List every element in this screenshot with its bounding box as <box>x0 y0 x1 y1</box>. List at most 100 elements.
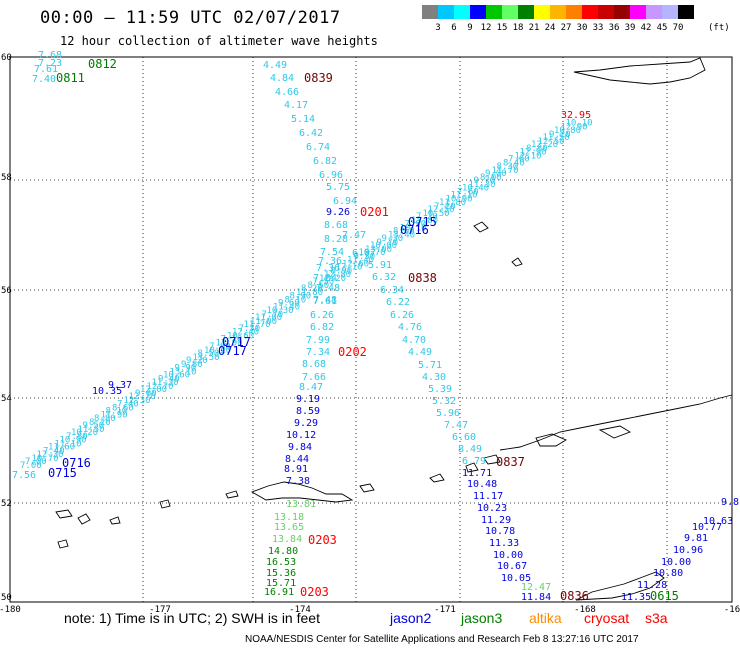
swh-value: 7.00 <box>25 457 47 467</box>
swh-value: 15.71 <box>266 578 296 589</box>
color-swatch <box>566 5 582 19</box>
swh-value: 6.96 <box>319 170 343 181</box>
coastline <box>473 221 489 233</box>
color-swatch <box>486 5 502 19</box>
swh-value: 8.59 <box>296 406 320 417</box>
swh-value: 10.12 <box>286 430 316 441</box>
map-frame <box>9 56 733 603</box>
coastline <box>573 57 706 85</box>
color-swatch <box>454 5 470 19</box>
swh-value: 7.47 <box>444 420 468 431</box>
time-stamp: 0203 <box>300 585 329 599</box>
color-swatch <box>534 5 550 19</box>
latitude-label: 54 <box>1 394 12 404</box>
swh-value: 10.80 <box>554 126 581 136</box>
time-stamp: 0717 <box>218 344 247 358</box>
swh-value: 9.19 <box>296 394 320 405</box>
color-scale-label: 39 <box>624 23 636 33</box>
color-swatch <box>678 5 694 19</box>
swh-max-value: 32.95 <box>561 110 591 121</box>
time-stamp: 0202 <box>338 345 367 359</box>
swh-value: 6.82 <box>310 322 334 333</box>
swh-value: 11.70 <box>492 166 519 176</box>
coastline <box>465 462 479 473</box>
coastline <box>499 394 733 451</box>
legend-altika: altika <box>529 610 562 626</box>
swh-value: 10.10 <box>400 223 427 233</box>
swh-value: 10.50 <box>423 209 450 219</box>
swh-value: 10.00 <box>661 557 691 568</box>
swh-value: 7.36 <box>318 256 342 267</box>
swh-value: 12.20 <box>319 274 346 284</box>
swh-value: 8.00 <box>480 173 502 183</box>
swh-value: 7.68 <box>38 50 62 61</box>
swh-value: 11.84 <box>521 592 551 603</box>
swh-value: 7.20 <box>434 202 456 212</box>
swh-value: 7.20 <box>416 212 438 222</box>
swh-value: 13.10 <box>170 367 197 377</box>
swh-value: 7.60 <box>457 187 479 197</box>
swh-value: 7.56 <box>12 470 36 481</box>
swh-value: 4.30 <box>422 372 446 383</box>
swh-value: 9.70 <box>474 176 496 186</box>
footer-credit: NOAA/NESDIS Center for Satellite Applica… <box>245 634 639 645</box>
swh-value: 5.39 <box>428 384 452 395</box>
swh-value: 10.70 <box>359 248 386 258</box>
swh-value: 4.84 <box>270 73 294 84</box>
swh-value: 6.94 <box>333 196 357 207</box>
latitude-label: 58 <box>1 173 12 183</box>
coastline <box>483 454 501 465</box>
swh-value: 7.60 <box>508 155 530 165</box>
swh-value: 9.37 <box>108 380 132 391</box>
coastline <box>598 425 632 439</box>
swh-value: 11.90 <box>101 411 128 421</box>
swh-value: 13.50 <box>193 353 220 363</box>
swh-value: 7.80 <box>66 432 88 442</box>
legend-note: note: 1) Time is in UTC; 2) SWH is in fe… <box>64 610 320 626</box>
swh-value: 14.80 <box>268 546 298 557</box>
swh-value: 11.10 <box>451 191 478 201</box>
color-scale-label: 15 <box>496 23 508 33</box>
coastline <box>109 516 121 525</box>
swh-value: 11.17 <box>473 491 503 502</box>
coastline <box>429 473 445 483</box>
color-scale-label: 24 <box>544 23 556 33</box>
swh-value: 9.81 <box>684 533 708 544</box>
swh-value: 13.40 <box>388 231 415 241</box>
swh-value: 9.60 <box>278 299 300 309</box>
swh-value: 12.47 <box>521 582 551 593</box>
swh-value: 9.00 <box>135 389 157 399</box>
legend-s3a: s3a <box>645 610 668 626</box>
swh-value: 10.48 <box>467 479 497 490</box>
color-scale-label: 36 <box>608 23 620 33</box>
swh-value: 4.17 <box>284 100 308 111</box>
swh-value: 8.30 <box>497 162 519 172</box>
swh-value: 12.10 <box>336 263 363 273</box>
swh-value: 11.50 <box>543 133 570 143</box>
swh-value: 12.40 <box>232 327 259 337</box>
swh-value: 6.07 <box>352 248 376 259</box>
color-scale-label: 33 <box>592 23 604 33</box>
swh-value: 12.50 <box>428 205 455 215</box>
swh-value: 10.23 <box>477 503 507 514</box>
swh-value: 11.30 <box>152 378 179 388</box>
swh-value: 11.35 <box>621 592 651 603</box>
swh-value: 12.30 <box>124 396 151 406</box>
time-stamp: 0716 <box>400 223 429 237</box>
coastline <box>575 571 665 601</box>
swh-value: 10.63 <box>703 516 733 527</box>
page-subtitle: 12 hour collection of altimeter wave hei… <box>60 34 378 48</box>
time-stamp: 0715 <box>408 215 437 229</box>
swh-value: 11.71 <box>462 468 492 479</box>
time-stamp: 0715 <box>48 466 77 480</box>
swh-value: 11.00 <box>250 317 277 327</box>
color-swatch <box>438 5 454 19</box>
swh-value: 10.67 <box>497 561 527 572</box>
swh-value: 12.90 <box>561 123 588 133</box>
color-scale-label: 6 <box>451 23 457 33</box>
color-scale-label: 12 <box>480 23 492 33</box>
swh-value: 10.35 <box>92 386 122 397</box>
swh-value: 11.00 <box>255 313 282 323</box>
swh-value: 8.90 <box>331 267 353 277</box>
legend-jason3: jason3 <box>461 610 503 626</box>
